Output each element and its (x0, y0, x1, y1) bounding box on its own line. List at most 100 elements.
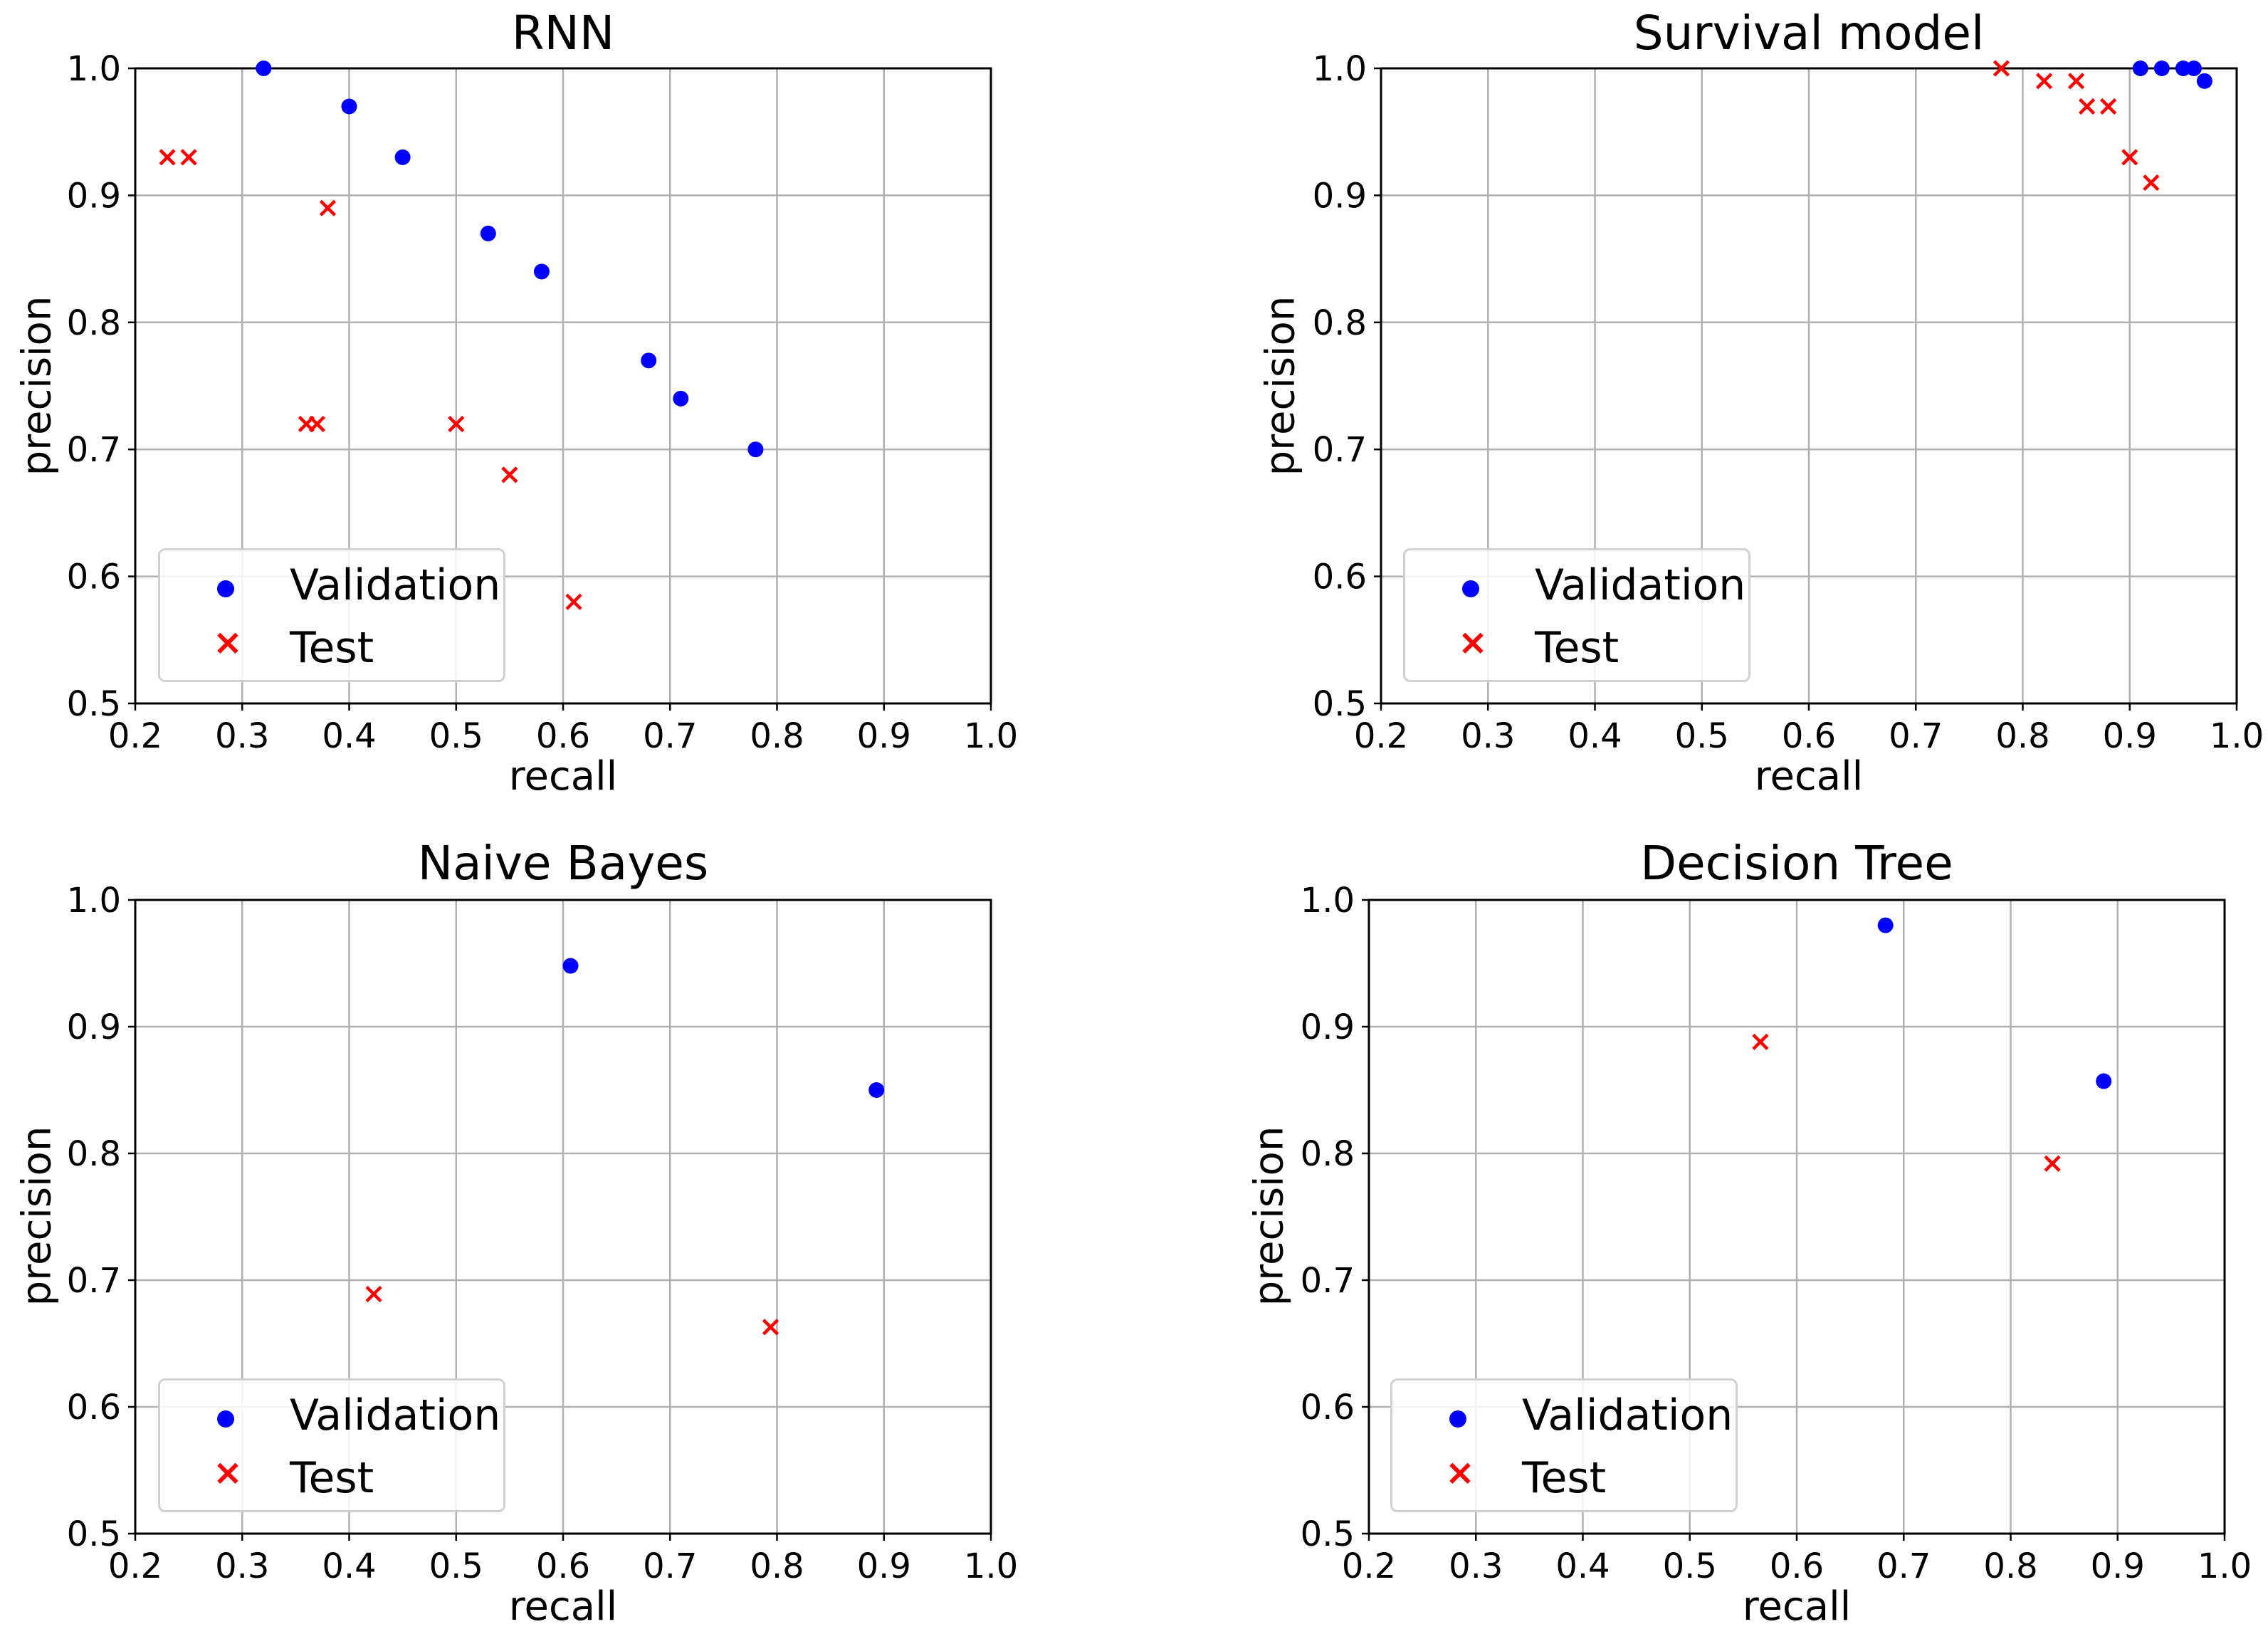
x-axis-label: recall (508, 753, 618, 800)
legend-marker-x-icon: × (1458, 622, 1488, 663)
x-tick-label: 0.7 (1876, 1546, 1931, 1586)
x-tick-label: 0.2 (108, 1546, 162, 1586)
data-point-test (180, 149, 197, 166)
x-tick-label: 0.7 (643, 716, 697, 756)
data-point-test (2100, 98, 2117, 115)
y-tick-label: 0.7 (1313, 430, 1367, 470)
y-tick-label: 0.6 (1313, 557, 1367, 597)
plot-area: 0.2 0.3 0.4 0.5 0.6 0.7 0.8 0.9 1.0 0.5 0.6 0.7 0.8 0… (67, 881, 1019, 1586)
y-tick-label: 1.0 (67, 881, 121, 921)
data-point-validation (562, 958, 579, 974)
data-point-test (501, 466, 518, 483)
data-point-test (319, 199, 337, 216)
data-point-validation (394, 149, 411, 165)
x-tick-label: 0.4 (322, 1546, 376, 1586)
x-tick-label: 0.8 (1995, 716, 2049, 756)
x-tick-label: 0.4 (322, 716, 376, 756)
legend-marker-x-icon: × (213, 1452, 243, 1493)
data-point-validation (2096, 1073, 2112, 1089)
x-tick-label: 1.0 (964, 1546, 1018, 1586)
legend-label: Validation (1535, 560, 1746, 610)
legend-marker-circle-icon (1449, 1410, 1466, 1428)
y-tick-label: 0.9 (1313, 176, 1367, 216)
data-point-validation (2132, 61, 2148, 76)
x-tick-label: 0.3 (215, 716, 269, 756)
legend-label: Validation (1522, 1391, 1733, 1440)
x-tick-label: 0.7 (643, 1546, 697, 1586)
x-tick-label: 0.6 (1770, 1546, 1824, 1586)
y-axis-label: precision (1246, 1126, 1293, 1306)
plot-area: 0.2 0.3 0.4 0.5 0.6 0.7 0.8 0.9 1.0 0.5 0.6 0.7 0.8 0… (1301, 881, 2252, 1586)
x-axis-label: recall (1742, 1583, 1852, 1630)
x-tick-label: 0.5 (429, 1546, 483, 1586)
data-point-test (762, 1319, 779, 1336)
x-tick-label: 0.9 (2103, 716, 2157, 756)
y-tick-label: 0.7 (67, 430, 121, 470)
x-tick-label: 0.4 (1568, 716, 1622, 756)
data-point-validation (533, 263, 550, 280)
data-point-test (2121, 149, 2138, 166)
x-marker-stroke (2068, 73, 2085, 90)
x-tick-label: 0.7 (1889, 716, 1943, 756)
data-point-test (565, 593, 582, 610)
y-tick-label: 0.9 (67, 1007, 121, 1047)
x-tick-label: 0.8 (750, 716, 804, 756)
legend-label: Test (290, 623, 374, 673)
y-tick-label: 0.5 (1301, 1514, 1355, 1554)
data-point-test (1752, 1033, 1769, 1050)
y-tick-label: 1.0 (67, 49, 121, 89)
x-marker-stroke (365, 1285, 382, 1303)
x-marker-stroke (762, 1319, 779, 1336)
plot-area: 0.2 0.3 0.4 0.5 0.6 0.7 0.8 0.9 1.0 0.5 0.6 0.7 0.8 0… (1313, 49, 2264, 756)
x-tick-label: 1.0 (2198, 1546, 2252, 1586)
y-axis-label: precision (1257, 295, 1304, 476)
legend-label: Test (290, 1453, 374, 1503)
data-point-test (2035, 73, 2053, 90)
y-tick-label: 0.8 (67, 303, 121, 343)
data-point-test (448, 415, 465, 433)
data-point-test (2143, 174, 2160, 192)
legend: Validation × Test (1403, 548, 1750, 682)
y-tick-label: 0.7 (1301, 1261, 1355, 1301)
data-point-test (2068, 73, 2085, 90)
data-point-validation (2153, 61, 2170, 76)
x-tick-label: 0.6 (536, 1546, 590, 1586)
y-tick-label: 0.8 (1301, 1134, 1355, 1174)
data-point-validation (256, 61, 272, 76)
data-point-validation (341, 98, 357, 115)
x-marker-stroke (180, 149, 197, 166)
x-marker-stroke (2100, 98, 2117, 115)
data-point-validation (673, 390, 689, 407)
x-tick-label: 0.9 (857, 716, 911, 756)
legend-label: Validation (290, 560, 501, 610)
legend-marker-x-icon: × (1445, 1452, 1475, 1493)
legend-marker-circle-icon (1462, 580, 1479, 597)
data-point-validation (641, 352, 657, 369)
x-tick-label: 0.2 (1354, 716, 1408, 756)
x-tick-label: 0.9 (2091, 1546, 2145, 1586)
x-tick-label: 0.2 (1342, 1546, 1396, 1586)
x-tick-label: 1.0 (2210, 716, 2264, 756)
y-tick-label: 0.8 (1313, 303, 1367, 343)
data-point-test (365, 1285, 382, 1303)
x-marker-stroke (2044, 1155, 2061, 1172)
subplot-decision-tree: 0.2 0.3 0.4 0.5 0.6 0.7 0.8 0.9 1.0 0.5 0.6 0.7 0.8 0… (1134, 817, 2268, 1634)
x-tick-label: 0.2 (108, 716, 162, 756)
x-tick-label: 0.6 (536, 716, 590, 756)
data-point-validation (2185, 61, 2202, 76)
legend: Validation × Test (158, 1378, 505, 1512)
data-point-validation (2196, 73, 2212, 89)
legend-marker-circle-icon (217, 580, 234, 597)
x-tick-label: 0.8 (1983, 1546, 2037, 1586)
subplot-survival-model: 0.2 0.3 0.4 0.5 0.6 0.7 0.8 0.9 1.0 0.5 0.6 0.7 0.8 0… (1134, 0, 2268, 817)
legend-label: Test (1522, 1453, 1607, 1503)
subplot-rnn: 0.2 0.3 0.4 0.5 0.6 0.7 0.8 0.9 1.0 0.5 0.6 0.7 0.8 0… (0, 0, 1134, 817)
x-axis-label: recall (508, 1583, 618, 1630)
plot-area: 0.2 0.3 0.4 0.5 0.6 0.7 0.8 0.9 1.0 0.5 0.6 0.7 0.8 0… (67, 49, 1019, 756)
x-tick-label: 0.8 (750, 1546, 804, 1586)
y-tick-label: 0.9 (67, 176, 121, 216)
data-point-validation (1877, 917, 1894, 933)
x-tick-label: 1.0 (964, 716, 1018, 756)
data-point-validation (747, 441, 764, 458)
